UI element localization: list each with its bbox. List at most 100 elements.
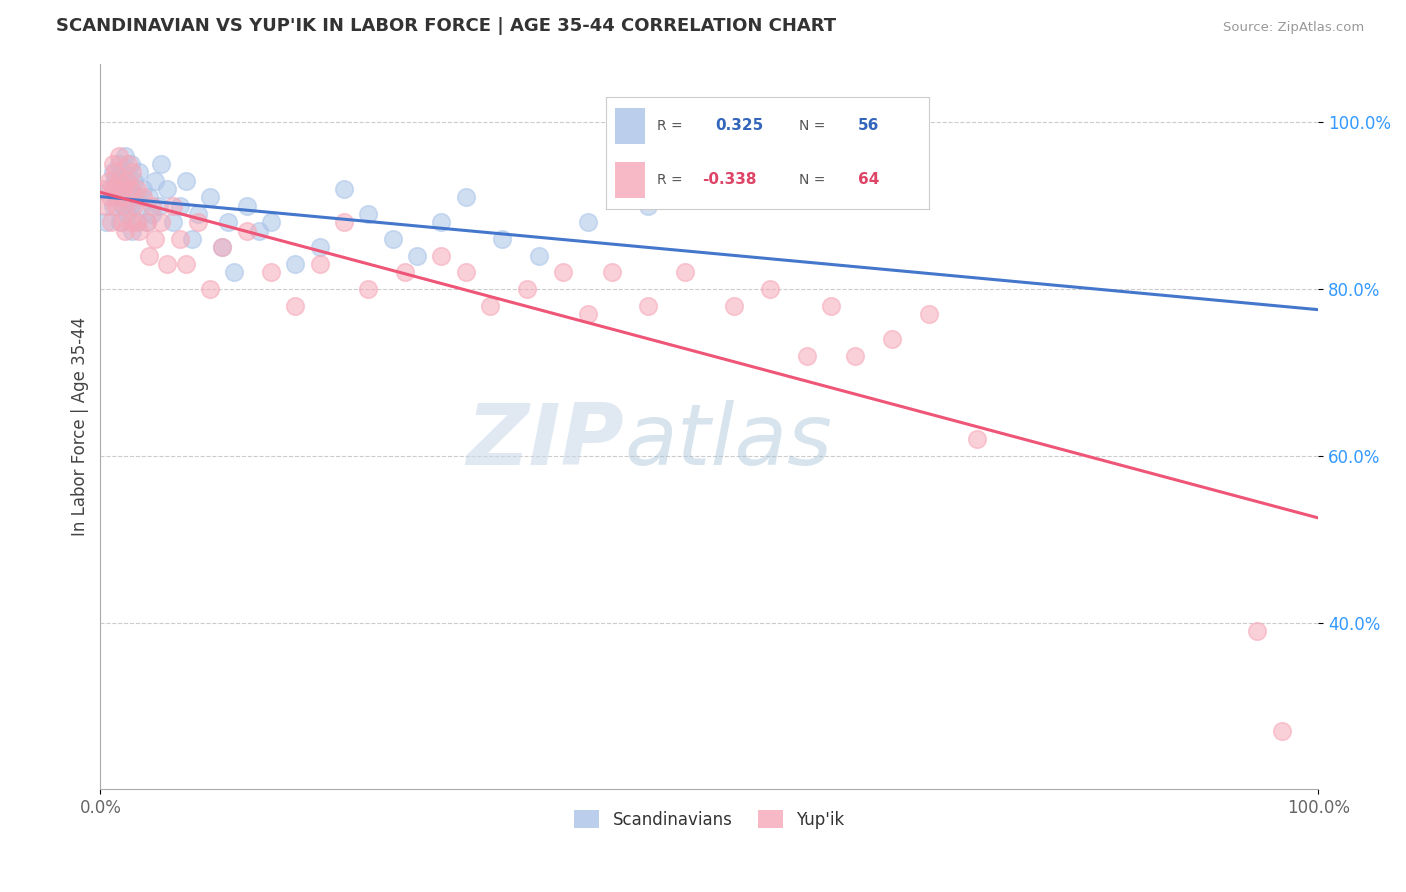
Point [381, 232, 404, 246]
Point [217, 215, 239, 229]
Point [121, 165, 143, 179]
Point [135, 215, 157, 229]
Point [308, 257, 330, 271]
Point [132, 190, 155, 204]
Point [120, 215, 142, 229]
Point [107, 182, 129, 196]
Point [491, 232, 513, 246]
Point [129, 199, 152, 213]
Point [162, 215, 184, 229]
Point [198, 190, 221, 204]
Point [125, 215, 148, 229]
Point [235, 199, 257, 213]
Point [174, 174, 197, 188]
Point [143, 174, 166, 188]
Point [135, 215, 157, 229]
Point [115, 174, 138, 188]
Point [527, 249, 550, 263]
Point [125, 215, 148, 229]
Point [141, 199, 163, 213]
Text: atlas: atlas [624, 400, 832, 483]
Point [187, 207, 209, 221]
Point [844, 349, 866, 363]
Point [820, 299, 842, 313]
Point [211, 240, 233, 254]
Point [553, 265, 575, 279]
Point [138, 249, 160, 263]
Point [108, 190, 131, 204]
Point [430, 249, 453, 263]
Point [516, 282, 538, 296]
Point [143, 232, 166, 246]
Point [308, 240, 330, 254]
Point [97, 174, 120, 188]
Point [156, 257, 179, 271]
Point [235, 224, 257, 238]
Point [121, 224, 143, 238]
Point [104, 174, 127, 188]
Point [104, 165, 127, 179]
Point [600, 265, 623, 279]
Point [141, 207, 163, 221]
Point [105, 190, 128, 204]
Point [284, 257, 307, 271]
Point [966, 432, 988, 446]
Point [156, 182, 179, 196]
Point [169, 232, 191, 246]
Point [128, 224, 150, 238]
Point [880, 332, 903, 346]
Point [114, 224, 136, 238]
Point [454, 190, 477, 204]
Point [211, 240, 233, 254]
Point [100, 215, 122, 229]
Point [115, 207, 138, 221]
Legend: Scandinavians, Yup'ik: Scandinavians, Yup'ik [568, 804, 851, 835]
Point [112, 199, 135, 213]
Point [224, 265, 246, 279]
Point [187, 215, 209, 229]
Point [101, 199, 124, 213]
Point [124, 174, 146, 188]
Point [111, 215, 134, 229]
Point [479, 299, 502, 313]
Point [114, 199, 136, 213]
Point [98, 190, 121, 204]
Point [120, 199, 142, 213]
Point [117, 157, 139, 171]
Point [105, 199, 128, 213]
Point [180, 232, 202, 246]
Point [333, 215, 356, 229]
Point [111, 165, 134, 179]
Point [576, 307, 599, 321]
Point [198, 282, 221, 296]
Point [917, 307, 939, 321]
Point [759, 282, 782, 296]
Point [260, 215, 283, 229]
Point [150, 157, 173, 171]
Point [107, 174, 129, 188]
Point [128, 165, 150, 179]
Point [169, 199, 191, 213]
Point [454, 265, 477, 279]
Point [96, 215, 118, 229]
Point [174, 257, 197, 271]
Point [333, 182, 356, 196]
Point [117, 182, 139, 196]
Text: Source: ZipAtlas.com: Source: ZipAtlas.com [1223, 21, 1364, 34]
Point [247, 224, 270, 238]
Text: SCANDINAVIAN VS YUP'IK IN LABOR FORCE | AGE 35-44 CORRELATION CHART: SCANDINAVIAN VS YUP'IK IN LABOR FORCE | … [56, 17, 837, 35]
Point [115, 190, 138, 204]
Y-axis label: In Labor Force | Age 35-44: In Labor Force | Age 35-44 [72, 317, 89, 536]
Point [107, 157, 129, 171]
Point [108, 215, 131, 229]
Point [1271, 723, 1294, 738]
Point [114, 174, 136, 188]
Point [723, 299, 745, 313]
Point [148, 199, 170, 213]
Point [101, 165, 124, 179]
Point [125, 182, 148, 196]
Point [576, 215, 599, 229]
Point [98, 182, 121, 196]
Text: ZIP: ZIP [467, 400, 624, 483]
Point [357, 282, 380, 296]
